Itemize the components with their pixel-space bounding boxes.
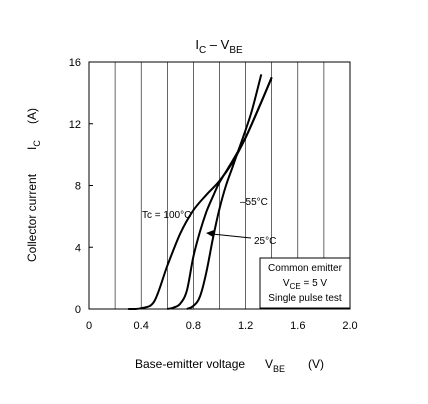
label-25c: 25°C [254, 236, 276, 247]
y-tick-label: 4 [75, 242, 81, 254]
y-tick-label: 0 [75, 304, 81, 316]
arrow-25c [206, 230, 252, 239]
curve-tc-100c [128, 77, 273, 311]
x-tick-label: 0.4 [134, 320, 149, 332]
x-tick-label: 1.2 [238, 320, 253, 332]
curve-minus-55c [186, 74, 263, 310]
y-axis-symbol: IC [25, 140, 42, 150]
x-axis-symbol: VBE [265, 357, 285, 374]
y-axis-label: Collector current [25, 173, 39, 262]
x-axis-label: Base-emitter voltage [135, 357, 245, 371]
legend-box: Common emitter VCE = 5 V Single pulse te… [259, 257, 351, 309]
y-tick-label: 16 [69, 57, 81, 69]
y-axis-unit: (A) [25, 108, 39, 124]
legend-line-3: Single pulse test [268, 293, 342, 304]
label-tc-100c: Tc = 100°C [142, 210, 191, 221]
y-tick-label: 12 [69, 119, 81, 131]
x-tick-label: 0 [86, 320, 92, 332]
axis-ticks: 0 0.4 0.8 1.2 1.6 2.0 0 4 8 12 16 [69, 57, 358, 332]
grid-lines [114, 62, 325, 309]
legend-line-2: VCE = 5 V [283, 278, 328, 291]
x-tick-label: 0.8 [186, 320, 201, 332]
curve-25c [167, 77, 273, 310]
legend-line-1: Common emitter [268, 263, 343, 274]
chart-title: IC – VBE [195, 37, 243, 56]
x-axis-unit: (V) [308, 357, 324, 371]
x-tick-label: 1.6 [290, 320, 305, 332]
curves [128, 74, 273, 311]
x-tick-label: 2.0 [342, 320, 357, 332]
label-minus-55c: –55°C [240, 197, 268, 208]
y-tick-label: 8 [75, 181, 81, 193]
